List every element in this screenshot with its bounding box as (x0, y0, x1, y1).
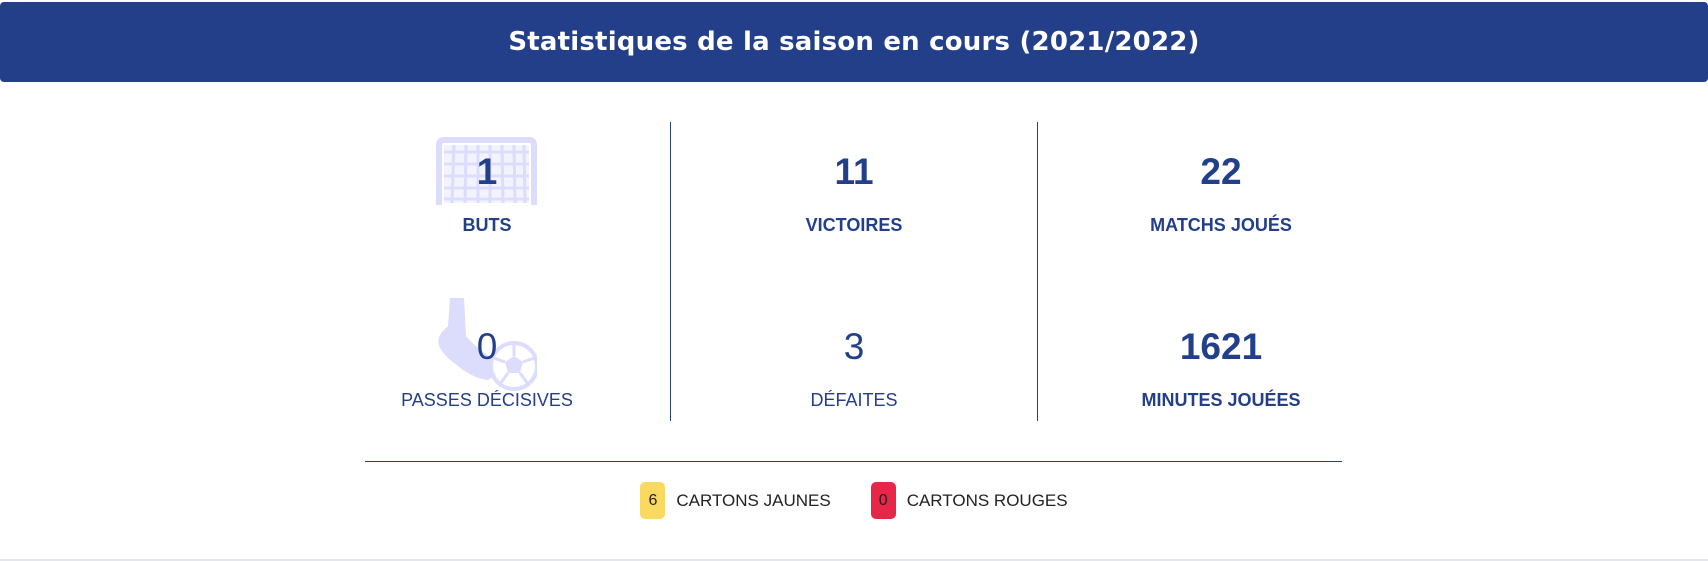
defaites-value: 3 (843, 326, 865, 367)
yellow-cards-label: CARTONS JAUNES (676, 490, 831, 510)
red-card-badge: 0 (870, 482, 896, 519)
victoires-label: VICTOIRES (805, 215, 903, 235)
cards-summary: 6 CARTONS JAUNES 0 CARTONS ROUGES (0, 482, 1708, 519)
stats-title: Statistiques de la saison en cours (2021… (508, 27, 1200, 57)
victoires-value: 11 (834, 151, 874, 192)
stat-minutes-jouees: 1621 MINUTES JOUÉES (1071, 325, 1371, 411)
stat-passes-decisives: 0 PASSES DÉCISIVES (337, 325, 637, 411)
matchs-joues-value: 22 (1200, 151, 1242, 192)
passes-decisives-label: PASSES DÉCISIVES (401, 390, 573, 410)
yellow-card-badge: 6 (640, 482, 666, 519)
minutes-jouees-label: MINUTES JOUÉES (1141, 390, 1301, 410)
passes-decisives-value: 0 (476, 326, 498, 367)
red-cards: 0 CARTONS ROUGES (870, 482, 1068, 519)
stat-victoires: 11 VICTOIRES (704, 150, 1004, 236)
matchs-joues-label: MATCHS JOUÉS (1150, 215, 1292, 235)
buts-value: 1 (476, 151, 498, 192)
buts-label: BUTS (462, 215, 512, 235)
defaites-label: DÉFAITES (810, 390, 898, 410)
stat-buts: 1 BUTS (337, 150, 637, 236)
yellow-cards: 6 CARTONS JAUNES (640, 482, 831, 519)
column-divider (1037, 122, 1038, 421)
column-divider (670, 122, 671, 421)
stat-defaites: 3 DÉFAITES (704, 325, 1004, 411)
boot-ball-icon (438, 298, 537, 391)
minutes-jouees-value: 1621 (1179, 326, 1263, 367)
goal-net-icon (436, 137, 537, 205)
stat-matchs-joues: 22 MATCHS JOUÉS (1071, 150, 1371, 236)
stats-header: Statistiques de la saison en cours (2021… (0, 2, 1708, 82)
section-divider (365, 461, 1342, 462)
red-cards-label: CARTONS ROUGES (906, 490, 1068, 510)
